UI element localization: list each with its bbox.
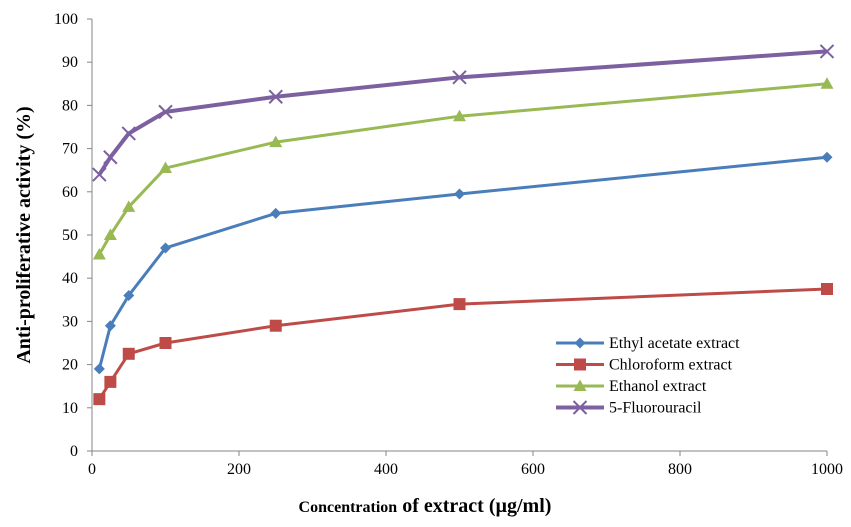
x-tick-label: 200: [227, 461, 251, 478]
data-point: [454, 188, 465, 200]
x-tick-label: 1000: [811, 461, 843, 478]
y-tick-label: 30: [62, 313, 78, 330]
legend-marker: [573, 379, 587, 391]
data-point: [820, 77, 834, 89]
x-tick-label: 400: [374, 461, 398, 478]
y-ticks: 0 10 20 30 40 50 60 70 80 90 100: [54, 11, 92, 460]
data-point: [819, 44, 835, 59]
y-axis-label: Anti-proliferative activity (%): [13, 106, 35, 363]
data-point: [104, 375, 117, 388]
data-point: [452, 70, 467, 85]
legend-item: 5-Fluorouracil: [556, 400, 702, 417]
legend-label: Chloroform extract: [609, 357, 733, 374]
y-tick-label: 0: [70, 443, 78, 460]
x-tick-label: 600: [521, 461, 545, 478]
data-point: [104, 320, 116, 332]
data-point: [122, 347, 135, 360]
x-tick-label: 0: [88, 461, 96, 478]
legend-marker: [574, 337, 586, 349]
data-point: [821, 151, 833, 163]
x-axis-label-part-1: Concentration: [299, 499, 398, 516]
data-point: [453, 298, 466, 311]
y-tick-label: 10: [62, 400, 78, 417]
data-point: [269, 135, 283, 148]
data-point: [123, 289, 135, 301]
legend-item: Ethanol extract: [556, 378, 707, 395]
data-point: [158, 104, 173, 120]
data-point: [270, 207, 282, 219]
data-point: [103, 150, 118, 165]
data-point: [453, 109, 466, 122]
legend-marker: [572, 400, 588, 415]
data-point: [103, 228, 117, 240]
data-point: [159, 337, 172, 349]
legend-label: 5-Fluorouracil: [609, 400, 702, 417]
legend-marker: [574, 358, 586, 371]
legend-item: Chloroform extract: [556, 357, 733, 374]
data-point: [268, 89, 283, 104]
data-point: [93, 363, 105, 375]
data-point: [821, 283, 833, 295]
y-tick-label: 100: [54, 11, 78, 28]
data-point: [92, 247, 106, 260]
series-layer: [92, 44, 835, 406]
x-tick-label: 800: [668, 461, 692, 478]
series-1: [93, 283, 833, 406]
legend: Ethyl acetate extract Chloroform extract E…: [556, 335, 740, 417]
y-tick-label: 80: [62, 97, 78, 114]
y-tick-label: 70: [62, 141, 78, 158]
series-3: [92, 44, 835, 182]
data-point: [93, 393, 106, 406]
series-0: [93, 151, 833, 375]
y-tick-label: 20: [62, 357, 78, 374]
data-point: [269, 319, 282, 332]
x-axis-label: Concentration of extract (µg/ml): [299, 495, 552, 517]
legend-label: Ethyl acetate extract: [609, 335, 740, 352]
data-point: [160, 242, 171, 254]
series-2: [92, 77, 834, 260]
y-tick-label: 50: [62, 227, 78, 244]
legend-item: Ethyl acetate extract: [556, 335, 740, 352]
y-tick-label: 90: [62, 54, 78, 71]
series-line: [97, 49, 828, 176]
y-tick-label: 60: [62, 184, 78, 201]
legend-label: Ethanol extract: [609, 378, 707, 395]
y-tick-label: 40: [62, 270, 78, 287]
data-point: [159, 161, 172, 174]
x-axis-label-part-2: of extract (µg/ml): [397, 495, 551, 517]
data-point: [121, 126, 136, 141]
data-point: [122, 200, 136, 212]
x-ticks: 0 200 400 600 800 1000: [88, 451, 843, 478]
data-point: [92, 167, 107, 182]
